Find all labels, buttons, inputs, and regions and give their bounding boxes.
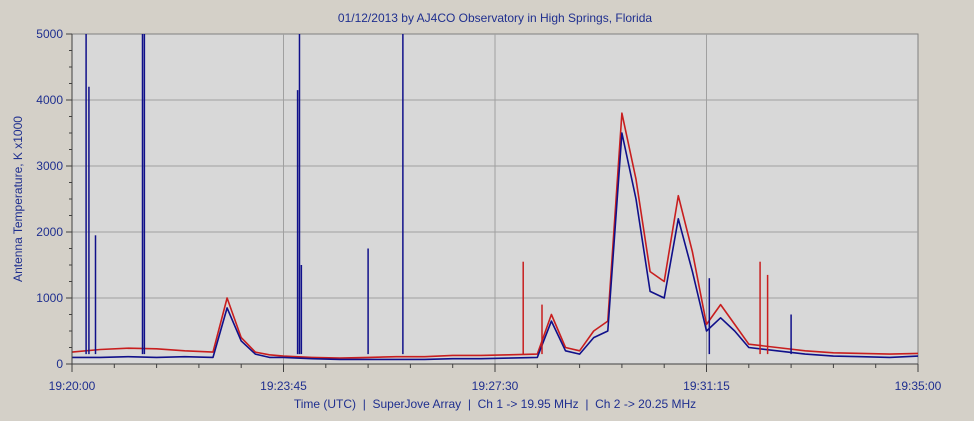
y-tick-label: 4000 <box>36 93 63 107</box>
x-tick-label: 19:23:45 <box>260 379 307 393</box>
x-tick-label: 19:35:00 <box>895 379 942 393</box>
y-axis-label: Antenna Temperature, K x1000 <box>11 116 25 282</box>
x-tick-label: 19:27:30 <box>472 379 519 393</box>
x-tick-labels: 19:20:00 19:23:45 19:27:30 19:31:15 19:35:00 <box>49 379 942 393</box>
grid-lines <box>72 34 918 364</box>
y-tick-label: 0 <box>56 357 63 371</box>
series-line-ch2 <box>71 112 919 359</box>
series-line-ch1 <box>72 132 919 361</box>
y-tick-label: 2000 <box>36 225 63 239</box>
y-tick-label: 1000 <box>36 291 63 305</box>
y-tick-label: 5000 <box>36 27 63 41</box>
series-layer <box>71 34 919 361</box>
x-tick-label: 19:31:15 <box>683 379 730 393</box>
y-tick-label: 3000 <box>36 159 63 173</box>
x-tick-label: 19:20:00 <box>49 379 96 393</box>
chart-title: 01/12/2013 by AJ4CO Observatory in High … <box>338 11 652 25</box>
x-axis-label: Time (UTC) | SuperJove Array | Ch 1 -> 1… <box>294 397 696 411</box>
y-tick-labels: 0 1000 2000 3000 4000 5000 <box>36 27 63 371</box>
axes <box>66 33 919 372</box>
